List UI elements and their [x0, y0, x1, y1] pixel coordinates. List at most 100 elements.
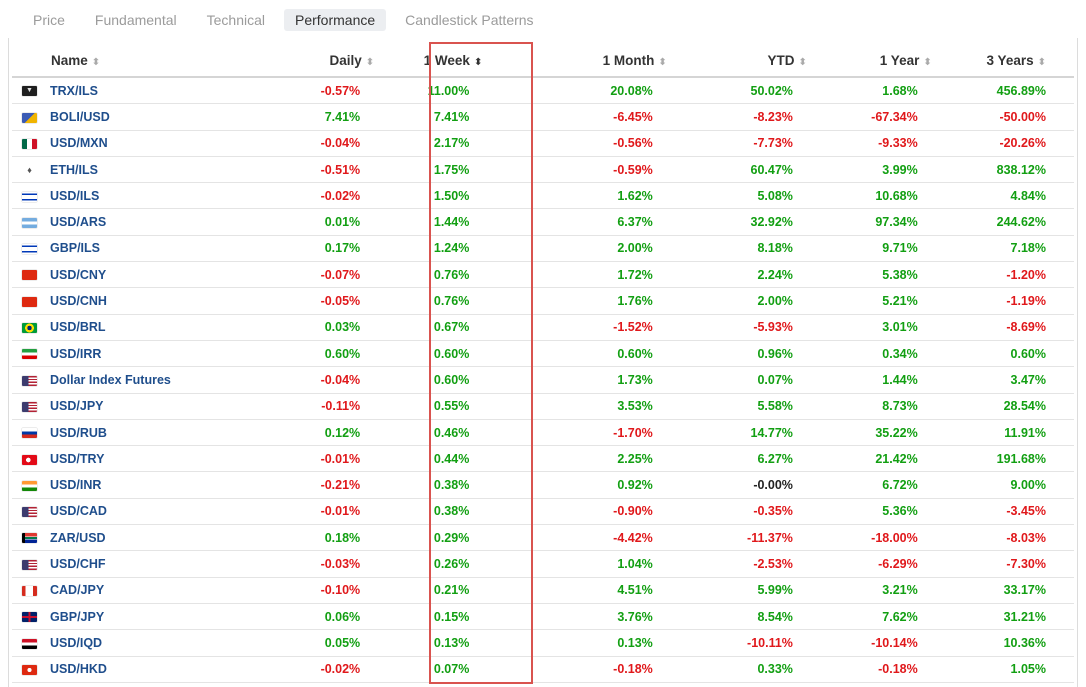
sort-icon: ⬍	[798, 56, 807, 68]
column-header-label: 3 Years	[986, 52, 1034, 68]
sort-icon: ⬍	[91, 56, 101, 68]
1-year-change-cell: 3.01%	[806, 314, 932, 341]
tab-price[interactable]: Price	[33, 12, 65, 28]
instrument-link[interactable]: GBP/ILS	[50, 241, 101, 256]
3-years-change-cell: -50.00%	[931, 103, 1074, 131]
flag-gb-icon	[22, 612, 37, 623]
instrument-cell: USD/HKD	[12, 656, 265, 683]
flag-us-icon	[22, 559, 37, 570]
daily-change-cell: 0.06%	[264, 603, 375, 631]
instrument-link[interactable]: USD/RUB	[50, 425, 107, 440]
instrument-link[interactable]: CAD/JPY	[50, 583, 105, 598]
instrument-link[interactable]: USD/ILS	[50, 188, 100, 203]
tab-technical[interactable]: Technical	[206, 12, 265, 28]
1-year-change-cell: 7.62%	[806, 603, 932, 631]
1-week-change-cell: 0.76%	[374, 261, 515, 289]
ytd-change-cell: -0.35%	[666, 498, 807, 526]
column-header-1-year[interactable]: 1 Year ⬍	[806, 44, 932, 78]
flag-mx-icon	[22, 138, 37, 149]
flag-ir-icon	[22, 349, 37, 360]
daily-change-cell: -0.01%	[264, 445, 375, 473]
instrument-link[interactable]: USD/BRL	[50, 320, 106, 335]
instrument-cell: BOLI/USD	[12, 103, 265, 131]
1-year-change-cell: 5.36%	[806, 498, 932, 526]
3-years-change-cell: -1.19%	[931, 287, 1074, 315]
ytd-change-cell: 14.77%	[666, 419, 807, 447]
1-week-change-cell: 0.60%	[374, 366, 515, 394]
ytd-change-cell: -11.37%	[666, 524, 807, 552]
tab-candlestick-patterns[interactable]: Candlestick Patterns	[405, 12, 534, 28]
table-row: ▼ TRX/ILS -0.57% 11.00% 20.08% 50.02% 1.68% 456…	[12, 77, 1074, 105]
3-years-change-cell: -20.26%	[931, 130, 1074, 157]
1-week-change-cell: 0.38%	[374, 498, 515, 526]
instrument-link[interactable]: USD/IRR	[50, 346, 102, 361]
1-week-change-cell: 1.44%	[374, 208, 515, 236]
instrument-cell: Dollar Index Futures	[12, 366, 265, 394]
instrument-link[interactable]: USD/CAD	[50, 504, 107, 519]
table-row: USD/ARS 0.01% 1.44% 6.37% 32.92% 97.34% 244.62…	[12, 208, 1074, 236]
1-week-change-cell: 11.00%	[374, 77, 515, 105]
ytd-change-cell: -10.11%	[666, 629, 807, 657]
instrument-link[interactable]: ETH/ILS	[50, 162, 98, 177]
table-row: USD/IRR 0.60% 0.60% 0.60% 0.96% 0.34% 0.60%	[12, 340, 1074, 368]
daily-change-cell: 0.60%	[264, 340, 375, 368]
column-header-name[interactable]: Name ⬍	[12, 44, 265, 78]
instrument-cell: USD/ARS	[12, 208, 265, 236]
flag-cn-icon	[22, 270, 37, 281]
instrument-link[interactable]: BOLI/USD	[50, 109, 110, 124]
1-year-change-cell: 1.68%	[806, 77, 932, 105]
instrument-cell: USD/MXN	[12, 130, 265, 157]
table-row: USD/TRY -0.01% 0.44% 2.25% 6.27% 21.42% 191.68…	[12, 445, 1074, 473]
column-header-1-week[interactable]: 1 Week ⬍	[374, 44, 515, 78]
sort-icon: ⬍	[923, 56, 932, 68]
3-years-change-cell: 9.00%	[931, 471, 1074, 499]
instrument-cell: USD/RUB	[12, 419, 265, 447]
instrument-link[interactable]: USD/TRY	[50, 451, 105, 466]
column-header-label: YTD	[767, 52, 795, 68]
1-week-change-cell: 0.13%	[374, 629, 515, 657]
1-month-change-cell: -1.52%	[514, 314, 667, 341]
column-header-label: Daily	[329, 52, 362, 68]
1-year-change-cell: 21.42%	[806, 445, 932, 473]
instrument-link[interactable]: USD/INR	[50, 478, 102, 493]
bolivarcoin-icon	[22, 112, 37, 123]
tab-fundamental[interactable]: Fundamental	[94, 12, 177, 28]
instrument-link[interactable]: ZAR/USD	[50, 530, 106, 545]
3-years-change-cell: 7.18%	[931, 235, 1074, 263]
tab-bar: Price Fundamental Technical Performance Cand…	[22, 8, 553, 32]
1-year-change-cell: 3.99%	[806, 156, 932, 184]
instrument-link[interactable]: USD/CNY	[50, 267, 107, 282]
3-years-change-cell: 4.84%	[931, 182, 1074, 210]
1-week-change-cell: 0.21%	[374, 577, 515, 604]
ytd-change-cell: 2.00%	[666, 287, 807, 315]
ytd-change-cell: 5.99%	[666, 577, 807, 604]
tron-icon: ▼	[22, 86, 37, 97]
1-month-change-cell: -0.56%	[514, 130, 667, 157]
instrument-link[interactable]: USD/HKD	[50, 662, 107, 677]
instrument-link[interactable]: USD/MXN	[50, 136, 108, 151]
column-header-ytd[interactable]: YTD ⬍	[666, 44, 807, 78]
flag-cn-icon	[22, 296, 37, 307]
instrument-link[interactable]: USD/CNH	[50, 294, 107, 309]
instrument-link[interactable]: USD/IQD	[50, 635, 103, 650]
1-week-change-cell: 0.26%	[374, 550, 515, 578]
1-month-change-cell: -6.45%	[514, 103, 667, 131]
instrument-link[interactable]: USD/CHF	[50, 556, 106, 571]
instrument-link[interactable]: Dollar Index Futures	[50, 372, 171, 387]
instrument-link[interactable]: TRX/ILS	[50, 83, 98, 98]
column-header-1-month[interactable]: 1 Month ⬍	[514, 44, 667, 78]
instrument-link[interactable]: USD/ARS	[50, 215, 107, 230]
3-years-change-cell: -8.03%	[931, 524, 1074, 552]
tab-performance[interactable]: Performance	[284, 9, 387, 31]
ytd-change-cell: 6.27%	[666, 445, 807, 473]
1-week-change-cell: 0.29%	[374, 524, 515, 552]
1-week-change-cell: 7.41%	[374, 103, 515, 131]
instrument-link[interactable]: GBP/JPY	[50, 609, 105, 624]
column-header-3-years[interactable]: 3 Years ⬍	[931, 44, 1074, 78]
instrument-cell: ▼ TRX/ILS	[12, 77, 265, 105]
sort-icon: ⬍	[658, 56, 667, 68]
ytd-change-cell: -2.53%	[666, 550, 807, 578]
instrument-link[interactable]: USD/JPY	[50, 399, 104, 414]
column-header-daily[interactable]: Daily ⬍	[264, 44, 375, 78]
ytd-change-cell: 60.47%	[666, 156, 807, 184]
